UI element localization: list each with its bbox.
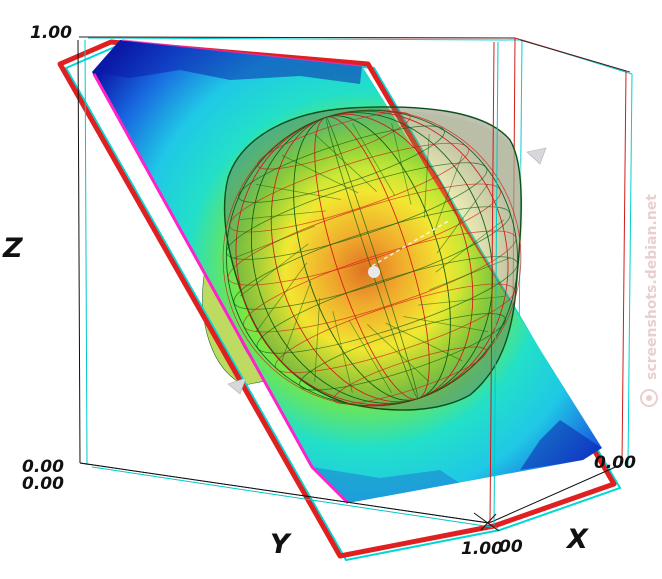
mesh-edge (403, 316, 488, 333)
mesh-parallel (299, 313, 506, 391)
axis-label-x: X (565, 524, 589, 555)
mesh-parallel (256, 256, 518, 354)
watermark-logo-icon (640, 389, 658, 407)
mesh-edge (432, 154, 463, 235)
tick-z-top: 1.00 (30, 23, 72, 43)
mesh-edge (423, 134, 430, 219)
mesh-edge (385, 322, 463, 362)
plane-shading (92, 40, 602, 503)
axis-label-y: Y (270, 529, 292, 560)
mesh-edge (436, 184, 489, 254)
mesh-edge (234, 225, 315, 259)
mesh-edge (367, 324, 430, 383)
tick-origin-top: 0.00 (22, 457, 64, 477)
mesh-parallel (227, 183, 501, 286)
mesh-edge (239, 243, 309, 297)
cone-glyphs (227, 147, 547, 395)
tick-origin-bottom: 0.00 (22, 474, 64, 494)
mesh-edge (352, 123, 396, 196)
mesh-parallel (333, 346, 487, 405)
mesh-front (222, 106, 522, 411)
mesh-edge (332, 311, 353, 393)
mesh-edge (348, 320, 392, 393)
mesh-edge (256, 183, 341, 200)
mesh-parallel (257, 111, 411, 170)
mesh-parallel (274, 283, 515, 374)
mesh-parallel (229, 142, 470, 233)
mesh-edge (239, 210, 326, 221)
tick-bottom-center-overlap: 00 (499, 537, 523, 557)
bounding-box-front (77, 39, 621, 532)
mesh-edge (255, 262, 308, 332)
mesh-parallel (226, 162, 488, 260)
mesh-parallel (238, 125, 445, 203)
mesh-parallel (233, 206, 511, 310)
mesh-edge (418, 295, 505, 306)
mesh-edge (314, 297, 321, 382)
mesh-edge (314, 133, 377, 192)
mesh-edge (281, 154, 359, 194)
tick-bottom-center: 1.00 (461, 539, 503, 559)
mesh-edge (391, 123, 412, 205)
tick-x-right: 0.00 (594, 453, 636, 473)
watermark: screenshots.debian.net (640, 194, 660, 407)
watermark-text: screenshots.debian.net (644, 194, 660, 380)
mesh-parallel (243, 230, 517, 333)
axis-label-z: Z (2, 233, 23, 264)
mesh-edge (281, 281, 312, 362)
